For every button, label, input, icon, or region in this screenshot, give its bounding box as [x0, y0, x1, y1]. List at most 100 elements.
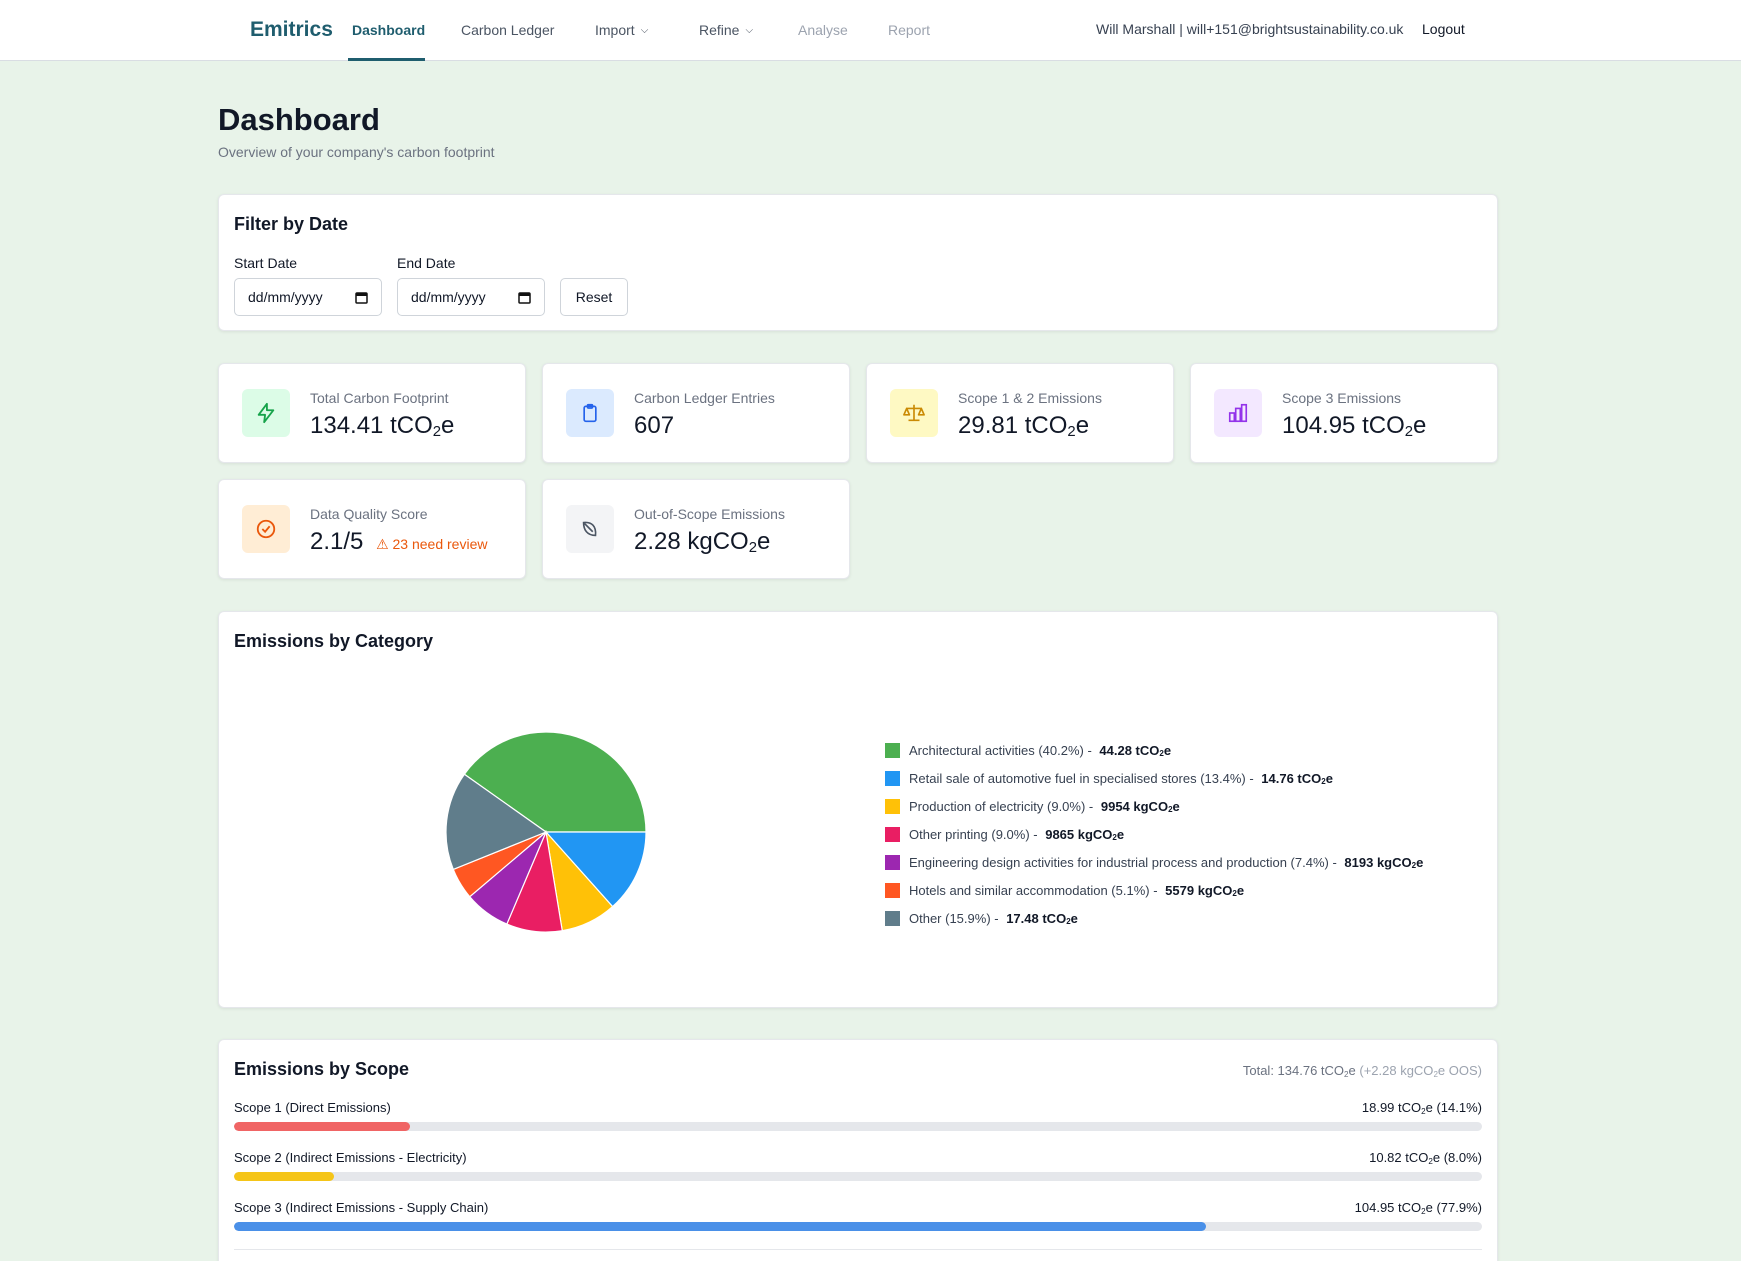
legend-swatch	[885, 882, 900, 898]
calendar-icon[interactable]	[518, 291, 531, 304]
nav-report[interactable]: Report	[888, 22, 930, 38]
stat-value-number: 29.81 tCO	[958, 412, 1068, 439]
legend-label: Other printing (9.0%) - 9865 kgCO2e	[909, 826, 1125, 843]
category-pie-chart[interactable]	[445, 731, 647, 933]
scope-value: 10.82 tCO2e (8.0%)	[1369, 1150, 1482, 1166]
scope-title: Emissions by Scope	[234, 1059, 410, 1079]
calendar-icon[interactable]	[355, 291, 368, 304]
legend-label: Production of electricity (9.0%) - 9954 …	[909, 798, 1180, 815]
stat-value: 29.81 tCO2e	[958, 412, 1089, 440]
nav-import[interactable]: Import ⌵	[595, 22, 648, 38]
bolt-icon	[242, 389, 290, 437]
legend-amount: 14.76 tCO2e	[1261, 770, 1333, 787]
nav-refine[interactable]: Refine ⌵	[699, 22, 753, 38]
stat-label: Data Quality Score	[310, 506, 428, 522]
legend-item: Retail sale of automotive fuel in specia…	[885, 764, 1423, 792]
legend-label: Retail sale of automotive fuel in specia…	[909, 770, 1333, 787]
nav-dashboard[interactable]: Dashboard	[352, 22, 425, 38]
date-filter-card: Filter by Date Start Date dd/mm/yyyy End…	[218, 194, 1498, 331]
divider	[234, 1249, 1482, 1250]
nav-carbon-ledger[interactable]: Carbon Ledger	[461, 22, 554, 38]
subscript-2: 2	[1433, 1069, 1438, 1079]
legend-amount: 17.48 tCO2e	[1006, 910, 1078, 927]
logout-link[interactable]: Logout	[1422, 21, 1465, 37]
scope-total: Total: 134.76 tCO2e (+2.28 kgCO2e OOS)	[1242, 1063, 1482, 1079]
stat-card-total-footprint: Total Carbon Footprint 134.41 tCO2e	[218, 363, 526, 463]
scope-value: 18.99 tCO2e (14.1%)	[1361, 1100, 1482, 1116]
stat-label: Out-of-Scope Emissions	[634, 506, 785, 522]
legend-swatch	[885, 742, 900, 758]
legend-item: Other (15.9%) - 17.48 tCO2e	[885, 904, 1423, 932]
subscript-2: 2	[1067, 423, 1076, 440]
nav-carbon-ledger-label: Carbon Ledger	[461, 22, 555, 38]
brand-logo[interactable]: Emitrics	[250, 18, 333, 41]
scope-total-value: Total: 134.76 tCO	[1242, 1063, 1345, 1078]
active-tab-indicator	[348, 58, 425, 61]
chevron-down-icon: ⌵	[745, 24, 754, 36]
review-warning-text: 23 need review	[392, 536, 488, 552]
stat-value: 104.95 tCO2e	[1282, 412, 1426, 440]
scale-icon	[890, 389, 938, 437]
scope-value: 104.95 tCO2e (77.9%)	[1354, 1200, 1482, 1216]
nav-report-label: Report	[888, 22, 931, 38]
legend-label: Other (15.9%) - 17.48 tCO2e	[909, 910, 1078, 927]
stat-value: 2.1/5 ⚠ 23 need review	[310, 528, 487, 556]
review-warning[interactable]: ⚠ 23 need review	[376, 536, 487, 552]
pie-slice[interactable]	[445, 773, 548, 871]
emissions-by-scope-card: Emissions by Scope Total: 134.76 tCO2e (…	[218, 1039, 1498, 1261]
scope-name: Scope 3 (Indirect Emissions - Supply Cha…	[234, 1200, 489, 1215]
stat-card-out-of-scope: Out-of-Scope Emissions 2.28 kgCO2e	[542, 479, 850, 579]
stat-value: 2.28 kgCO2e	[634, 528, 770, 556]
stat-value-unit: e	[1413, 412, 1427, 439]
stat-value-number: 104.95 tCO	[1282, 412, 1405, 439]
legend-label: Hotels and similar accommodation (5.1%) …	[909, 882, 1245, 899]
legend-amount: 5579 kgCO2e	[1165, 882, 1245, 899]
reset-button[interactable]: Reset	[560, 278, 628, 316]
subscript-2: 2	[1404, 423, 1414, 440]
pie-slice[interactable]	[463, 731, 647, 833]
emissions-by-category-card: Emissions by Category Architectural acti…	[218, 611, 1498, 1008]
legend-label: Architectural activities (40.2%) - 44.28…	[909, 742, 1172, 759]
legend-label: Engineering design activities for indust…	[909, 854, 1424, 871]
scope-progress-track	[234, 1122, 1482, 1131]
legend-amount: 9865 kgCO2e	[1045, 826, 1125, 843]
stat-value-number: 134.41 tCO	[310, 412, 433, 439]
end-date-label: End Date	[397, 255, 456, 271]
page-title: Dashboard	[218, 102, 380, 137]
legend-item: Other printing (9.0%) - 9865 kgCO2e	[885, 820, 1423, 848]
start-date-placeholder: dd/mm/yyyy	[248, 289, 323, 305]
nav-analyse-label: Analyse	[798, 22, 848, 38]
legend-swatch	[885, 770, 900, 786]
legend-swatch	[885, 826, 900, 842]
legend-item: Architectural activities (40.2%) - 44.28…	[885, 736, 1423, 764]
stat-value: 134.41 tCO2e	[310, 412, 454, 440]
scope-name: Scope 1 (Direct Emissions)	[234, 1100, 391, 1115]
start-date-label: Start Date	[234, 255, 298, 271]
legend-item: Engineering design activities for indust…	[885, 848, 1423, 876]
stat-label: Total Carbon Footprint	[310, 390, 449, 406]
user-info: Will Marshall | will+151@brightsustainab…	[1096, 21, 1404, 37]
scope-name: Scope 2 (Indirect Emissions - Electricit…	[234, 1150, 467, 1165]
scope-progress-track	[234, 1222, 1482, 1231]
stat-value-unit: e	[1075, 412, 1090, 439]
nav-analyse[interactable]: Analyse	[798, 22, 848, 38]
pie-slice[interactable]	[544, 831, 647, 908]
filter-title: Filter by Date	[234, 214, 349, 234]
category-title: Emissions by Category	[234, 631, 434, 651]
stat-value-number: 2.28 kgCO	[634, 528, 749, 555]
chevron-down-icon: ⌵	[640, 24, 649, 36]
legend-item: Production of electricity (9.0%) - 9954 …	[885, 792, 1423, 820]
end-date-input[interactable]: dd/mm/yyyy	[397, 278, 545, 316]
category-legend: Architectural activities (40.2%) - 44.28…	[885, 736, 1423, 932]
start-date-input[interactable]: dd/mm/yyyy	[234, 278, 382, 316]
clipboard-icon	[566, 389, 614, 437]
legend-swatch	[885, 854, 900, 870]
legend-amount: 44.28 tCO2e	[1099, 742, 1172, 759]
legend-amount: 8193 kgCO2e	[1344, 854, 1424, 871]
end-date-placeholder: dd/mm/yyyy	[411, 289, 486, 305]
stat-card-scope-1-2: Scope 1 & 2 Emissions 29.81 tCO2e	[866, 363, 1174, 463]
scope-progress-fill	[234, 1122, 410, 1131]
legend-swatch	[885, 910, 900, 926]
legend-amount: 9954 kgCO2e	[1100, 798, 1180, 815]
stat-card-data-quality: Data Quality Score 2.1/5 ⚠ 23 need revie…	[218, 479, 526, 579]
